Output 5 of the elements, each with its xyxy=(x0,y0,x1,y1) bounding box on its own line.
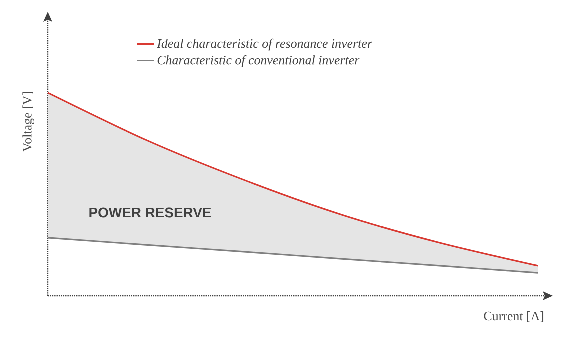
y-axis-title: Voltage [V] xyxy=(22,92,34,152)
legend-label: Ideal characteristic of resonance inverter xyxy=(157,38,372,51)
x-axis-title: Current [A] xyxy=(484,312,544,322)
annotation: POWER RESERVE xyxy=(90,208,212,218)
legend-label: Characteristic of conventional inverter xyxy=(158,55,360,68)
